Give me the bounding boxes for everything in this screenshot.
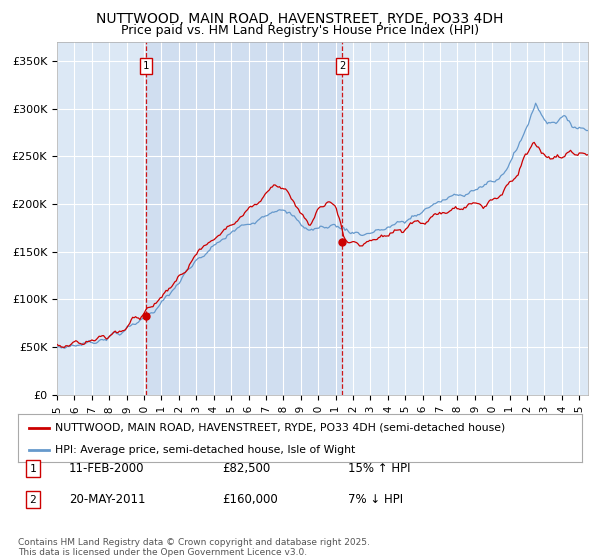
- Text: £82,500: £82,500: [222, 462, 270, 475]
- Bar: [146, 42, 342, 395]
- Text: 20-MAY-2011: 20-MAY-2011: [69, 493, 146, 506]
- Text: 11-FEB-2000: 11-FEB-2000: [69, 462, 145, 475]
- Text: 1: 1: [143, 61, 149, 71]
- Text: NUTTWOOD, MAIN ROAD, HAVENSTREET, RYDE, PO33 4DH: NUTTWOOD, MAIN ROAD, HAVENSTREET, RYDE, …: [97, 12, 503, 26]
- Text: NUTTWOOD, MAIN ROAD, HAVENSTREET, RYDE, PO33 4DH (semi-detached house): NUTTWOOD, MAIN ROAD, HAVENSTREET, RYDE, …: [55, 423, 505, 433]
- Text: HPI: Average price, semi-detached house, Isle of Wight: HPI: Average price, semi-detached house,…: [55, 445, 355, 455]
- Text: 2: 2: [339, 61, 345, 71]
- Text: 7% ↓ HPI: 7% ↓ HPI: [348, 493, 403, 506]
- Text: £160,000: £160,000: [222, 493, 278, 506]
- Text: Contains HM Land Registry data © Crown copyright and database right 2025.
This d: Contains HM Land Registry data © Crown c…: [18, 538, 370, 557]
- Text: Price paid vs. HM Land Registry's House Price Index (HPI): Price paid vs. HM Land Registry's House …: [121, 24, 479, 36]
- Text: 15% ↑ HPI: 15% ↑ HPI: [348, 462, 410, 475]
- Text: 1: 1: [29, 464, 37, 474]
- Text: 2: 2: [29, 494, 37, 505]
